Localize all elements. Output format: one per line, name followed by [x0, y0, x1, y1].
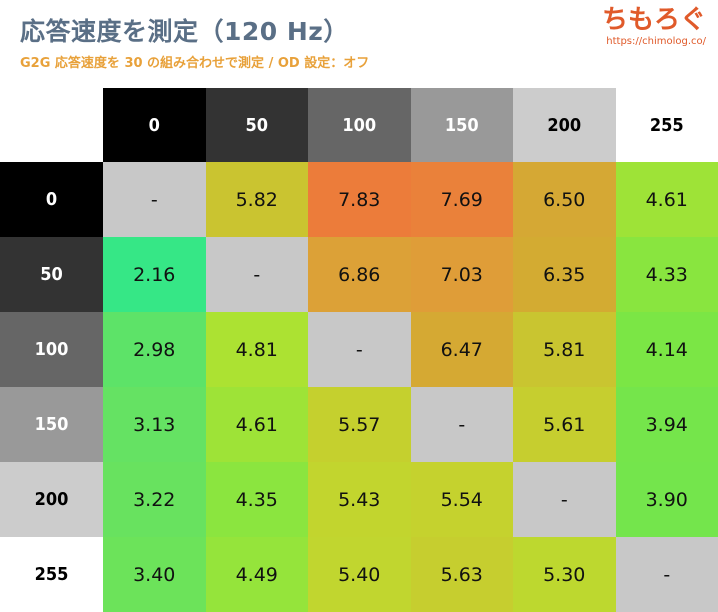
- heatmap-cell: 7.03: [410, 237, 513, 312]
- heatmap-cell: 5.82: [205, 162, 308, 237]
- brand-url: https://chimolog.co/: [606, 36, 706, 47]
- heatmap-cell: 5.54: [410, 462, 513, 537]
- heatmap-cell: 2.98: [103, 312, 206, 387]
- heatmap-cell: 6.35: [513, 237, 616, 312]
- heatmap-cell: 4.61: [205, 387, 308, 462]
- heatmap-cell: 4.14: [615, 312, 718, 387]
- row-header: 200: [0, 462, 103, 537]
- row-header: 50: [0, 237, 103, 312]
- header: 応答速度を測定（120 Hz） G2G 応答速度を 30 の組み合わせで測定 /…: [0, 0, 718, 88]
- heatmap-cell: 4.61: [615, 162, 718, 237]
- heatmap-table: 0 50 100 150 200 255 0-5.82 7.83 7.69 6.50 4.61 50 2…: [0, 88, 718, 612]
- heatmap-cell: 3.94: [615, 387, 718, 462]
- brand-name: ちもろぐ: [601, 5, 706, 35]
- column-header: 100: [308, 88, 411, 162]
- heatmap-cell: 4.81: [205, 312, 308, 387]
- heatmap-cell: -: [308, 312, 411, 387]
- heatmap-cell: 6.50: [513, 162, 616, 237]
- heatmap-cell: -: [513, 462, 616, 537]
- heatmap-cell: 3.40: [103, 537, 206, 612]
- row-header: 100: [0, 312, 103, 387]
- column-header: 200: [513, 88, 616, 162]
- column-header: 150: [410, 88, 513, 162]
- heatmap-cell: 5.63: [410, 537, 513, 612]
- heatmap-cell: 4.33: [615, 237, 718, 312]
- brand-logo: ちもろぐ https://chimolog.co/: [602, 4, 706, 48]
- heatmap-cell: -: [205, 237, 308, 312]
- chart-subtitle: G2G 応答速度を 30 の組み合わせで測定 / OD 設定：オフ: [20, 56, 370, 71]
- heatmap-cell: 3.90: [615, 462, 718, 537]
- heatmap-cell: 5.43: [308, 462, 411, 537]
- heatmap-cell: -: [615, 537, 718, 612]
- heatmap-cell: -: [410, 387, 513, 462]
- heatmap-cell: 3.22: [103, 462, 206, 537]
- row-header: 255: [0, 537, 103, 612]
- heatmap-cell: 5.61: [513, 387, 616, 462]
- row-header: 0: [0, 162, 103, 237]
- heatmap-cell: 7.69: [410, 162, 513, 237]
- column-header: 50: [205, 88, 308, 162]
- heatmap-cell: 6.47: [410, 312, 513, 387]
- heatmap-cell: 4.49: [205, 537, 308, 612]
- heatmap-cell: 6.86: [308, 237, 411, 312]
- chart-title: 応答速度を測定（120 Hz）: [20, 17, 349, 46]
- corner-cell: [0, 88, 103, 162]
- heatmap-cell: 5.57: [308, 387, 411, 462]
- column-header: 0: [103, 88, 206, 162]
- heatmap-cell: -: [103, 162, 206, 237]
- row-header: 150: [0, 387, 103, 462]
- heatmap-cell: 2.16: [103, 237, 206, 312]
- heatmap-cell: 4.35: [205, 462, 308, 537]
- heatmap-cell: 5.30: [513, 537, 616, 612]
- heatmap-cell: 5.40: [308, 537, 411, 612]
- heatmap-cell: 3.13: [103, 387, 206, 462]
- column-header: 255: [615, 88, 718, 162]
- heatmap-cell: 7.83: [308, 162, 411, 237]
- heatmap-cell: 5.81: [513, 312, 616, 387]
